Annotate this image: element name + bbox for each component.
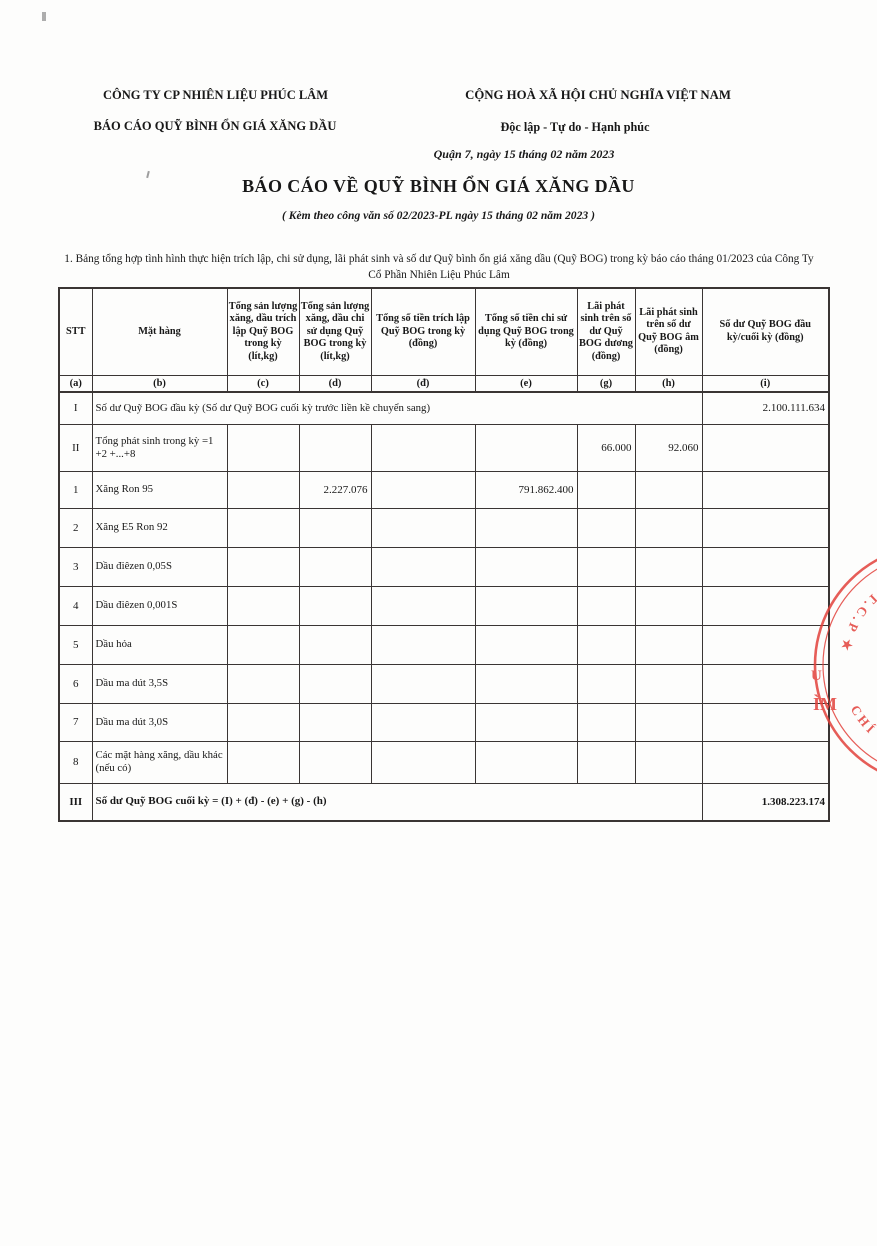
report-name: BÁO CÁO QUỸ BÌNH ỔN GIÁ XĂNG DẦU bbox=[93, 119, 337, 133]
company-name: CÔNG TY CP NHIÊN LIỆU PHÚC LÂM bbox=[102, 88, 329, 102]
column-code: (g) bbox=[576, 374, 636, 393]
column-header-stt: STT bbox=[58, 287, 93, 376]
cell-value-dj bbox=[370, 423, 476, 472]
cell-label: Dầu điêzen 0,001S bbox=[91, 585, 228, 626]
table-row: 7 Dầu ma dút 3,0S bbox=[58, 702, 830, 742]
cell-value-c bbox=[226, 470, 300, 509]
table-row: 6 Dầu ma dút 3,5S bbox=[58, 663, 830, 704]
column-code: (đ) bbox=[370, 374, 476, 393]
cell-label: Dầu hỏa bbox=[91, 624, 228, 665]
column-header-e: Tổng số tiền chi sử dụng Quỹ BOG trong k… bbox=[474, 287, 578, 376]
cell-label: Số dư Quỹ BOG đầu kỳ (Số dư Quỹ BOG cuối… bbox=[91, 391, 703, 425]
place-date: Quận 7, ngày 15 tháng 02 năm 2023 bbox=[433, 147, 615, 161]
table-row: 3 Dầu điêzen 0,05S bbox=[58, 546, 830, 587]
cell-stt: 3 bbox=[58, 546, 93, 587]
table-row: 5 Dầu hỏa bbox=[58, 624, 830, 665]
cell-value-dj bbox=[370, 470, 476, 509]
cell-stt: 8 bbox=[58, 740, 93, 784]
table-row: 4 Dầu điêzen 0,001S bbox=[58, 585, 830, 626]
cell-stt: III bbox=[58, 782, 93, 822]
table-header-row: STT Mặt hàng Tổng sản lượng xăng, dầu tr… bbox=[58, 287, 830, 376]
cell-stt: II bbox=[58, 423, 93, 472]
scan-artifact bbox=[42, 12, 46, 21]
company-seal: O.C.T.C.P ★ CHÍ MINH U ÌM bbox=[811, 558, 877, 772]
page-subtitle: ( Kèm theo công văn số 02/2023-PL ngày 1… bbox=[282, 209, 595, 222]
cell-label: Dầu ma dút 3,0S bbox=[91, 702, 228, 742]
cell-value-d: 2.227.076 bbox=[298, 470, 372, 509]
cell-label: Dầu ma dút 3,5S bbox=[91, 663, 228, 704]
column-header-dj: Tổng số tiền trích lập Quỹ BOG trong kỳ … bbox=[370, 287, 476, 376]
column-code: (h) bbox=[634, 374, 703, 393]
cell-label: Các mặt hàng xăng, dầu khác (nếu có) bbox=[91, 740, 228, 784]
column-header-g: Lãi phát sinh trên số dư Quỹ BOG dương (… bbox=[576, 287, 636, 376]
cell-label: Xăng Ron 95 bbox=[91, 470, 228, 509]
seal-inner-text: ÌM bbox=[813, 693, 837, 714]
column-code: (i) bbox=[701, 374, 830, 393]
column-code: (c) bbox=[226, 374, 300, 393]
national-motto: Độc lập - Tự do - Hạnh phúc bbox=[500, 120, 650, 134]
cell-stt: I bbox=[58, 391, 93, 425]
page-title: BÁO CÁO VỀ QUỸ BÌNH ỔN GIÁ XĂNG DẦU bbox=[242, 176, 635, 196]
cell-value-e bbox=[474, 423, 578, 472]
cell-value-c bbox=[226, 423, 300, 472]
column-header-i: Số dư Quỹ BOG đầu kỳ/cuối kỳ (đồng) bbox=[701, 287, 830, 376]
cell-stt: 1 bbox=[58, 470, 93, 509]
table-row-closing-balance: III Số dư Quỹ BOG cuối kỳ = (I) + (đ) - … bbox=[58, 782, 830, 822]
cell-stt: 2 bbox=[58, 507, 93, 548]
column-code: (d) bbox=[298, 374, 372, 393]
svg-text:CHÍ MINH: CHÍ MINH bbox=[848, 702, 877, 762]
column-code: (e) bbox=[474, 374, 578, 393]
column-header-h: Lãi phát sinh trên số dư Quỹ BOG âm (đồn… bbox=[634, 287, 703, 376]
cell-value-i bbox=[701, 423, 830, 472]
cell-value-i: 1.308.223.174 bbox=[701, 782, 830, 822]
cell-stt: 7 bbox=[58, 702, 93, 742]
table-row: 2 Xăng E5 Ron 92 bbox=[58, 507, 830, 548]
table-row: 1 Xăng Ron 95 2.227.076 791.862.400 bbox=[58, 470, 830, 509]
column-code: (a) bbox=[58, 374, 93, 393]
cell-stt: 6 bbox=[58, 663, 93, 704]
column-header-c: Tổng sản lượng xăng, dầu trích lập Quỹ B… bbox=[226, 287, 300, 376]
national-title: CỘNG HOÀ XÃ HỘI CHỦ NGHĨA VIỆT NAM bbox=[465, 88, 731, 102]
cell-value-d bbox=[298, 423, 372, 472]
column-code: (b) bbox=[91, 374, 228, 393]
cell-value-g bbox=[576, 470, 636, 509]
cell-value-g: 66.000 bbox=[576, 423, 636, 472]
seal-inner-text: U bbox=[811, 668, 822, 684]
cell-value-i: 2.100.111.634 bbox=[701, 391, 830, 425]
cell-label: Số dư Quỹ BOG cuối kỳ = (I) + (đ) - (e) … bbox=[91, 782, 703, 822]
table-row-period-total: II Tổng phát sinh trong kỳ =1 +2 +...+8 … bbox=[58, 423, 830, 472]
bog-report-table: STT Mặt hàng Tổng sản lượng xăng, dầu tr… bbox=[58, 287, 830, 822]
cell-value-i bbox=[701, 470, 830, 509]
cell-label: Xăng E5 Ron 92 bbox=[91, 507, 228, 548]
cell-label: Tổng phát sinh trong kỳ =1 +2 +...+8 bbox=[91, 423, 228, 472]
column-header-item: Mặt hàng bbox=[91, 287, 228, 376]
table-subheader-row: (a) (b) (c) (d) (đ) (e) (g) (h) (i) bbox=[58, 374, 830, 393]
cell-stt: 4 bbox=[58, 585, 93, 626]
table-row: 8 Các mặt hàng xăng, dầu khác (nếu có) bbox=[58, 740, 830, 784]
section-note: 1. Bảng tổng hợp tình hình thực hiện trí… bbox=[64, 253, 814, 281]
column-header-d: Tổng sản lượng xăng, dầu chi sử dụng Quỹ… bbox=[298, 287, 372, 376]
cell-value-h bbox=[634, 470, 703, 509]
cell-value-e: 791.862.400 bbox=[474, 470, 578, 509]
cell-stt: 5 bbox=[58, 624, 93, 665]
table-row-opening-balance: I Số dư Quỹ BOG đầu kỳ (Số dư Quỹ BOG cu… bbox=[58, 391, 830, 425]
cell-value-h: 92.060 bbox=[634, 423, 703, 472]
cell-label: Dầu điêzen 0,05S bbox=[91, 546, 228, 587]
seal-arc-text-bottom: CHÍ MINH bbox=[848, 702, 877, 762]
